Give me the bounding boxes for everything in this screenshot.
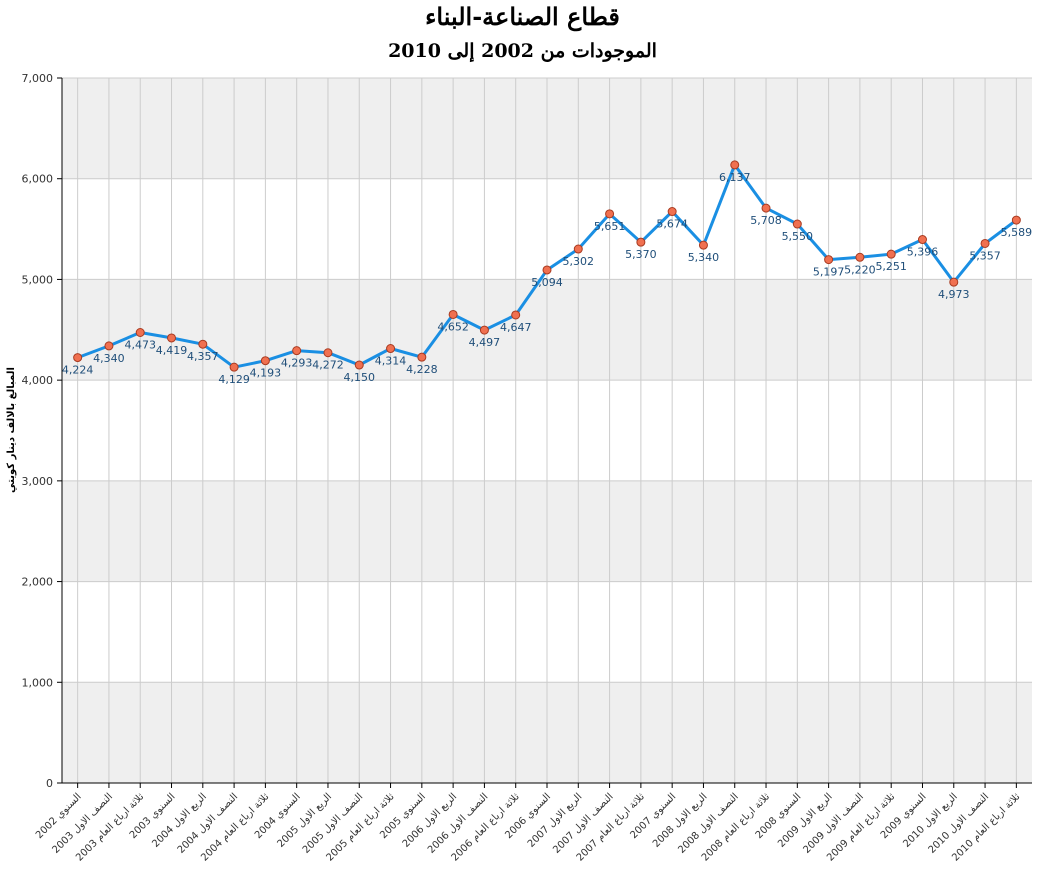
data-point — [667, 207, 677, 217]
data-label: 4,272 — [312, 359, 344, 372]
data-label: 5,302 — [563, 255, 595, 268]
chart-title: قطاع الصناعة-البناء — [425, 2, 620, 31]
data-label: 5,396 — [907, 246, 939, 259]
data-point — [855, 252, 865, 262]
x-tick-label: الربع الاول 2004 — [150, 791, 209, 850]
data-label: 4,647 — [500, 321, 532, 334]
data-point — [917, 235, 927, 245]
data-label: 4,340 — [93, 352, 125, 365]
y-tick-label: 7,000 — [22, 72, 54, 85]
data-label: 5,251 — [875, 260, 907, 273]
data-point — [949, 277, 959, 287]
data-label: 4,129 — [218, 373, 250, 386]
data-point — [167, 333, 177, 343]
y-tick-label: 6,000 — [22, 173, 54, 186]
y-tick-label: 4,000 — [22, 374, 54, 387]
data-label: 4,419 — [156, 344, 188, 357]
data-label: 5,708 — [750, 214, 782, 227]
data-point — [135, 328, 145, 338]
x-tick-label: الربع الاول 2010 — [901, 791, 960, 850]
data-point — [573, 244, 583, 254]
x-tick-label: الربع الاول 2006 — [401, 791, 460, 850]
data-label: 5,340 — [688, 251, 720, 264]
data-label: 4,150 — [344, 371, 376, 384]
x-tick-label: الربع الاول 2008 — [651, 791, 710, 850]
x-tick-label: الربع الاول 2009 — [776, 791, 835, 850]
data-point — [417, 352, 427, 362]
data-label: 5,357 — [969, 249, 1001, 262]
data-label: 4,497 — [469, 336, 501, 349]
data-point — [730, 160, 740, 170]
x-tick-label: الربع الاول 2007 — [526, 791, 585, 850]
data-label: 4,652 — [437, 320, 469, 333]
data-label: 5,197 — [813, 266, 845, 279]
y-tick-label: 0 — [46, 777, 53, 790]
data-label: 5,589 — [1001, 226, 1033, 239]
data-point — [542, 265, 552, 275]
data-label: 4,228 — [406, 363, 438, 376]
data-label: 5,370 — [625, 248, 657, 261]
y-tick-label: 3,000 — [22, 475, 54, 488]
data-point — [792, 219, 802, 229]
data-point — [323, 348, 333, 358]
data-label: 5,094 — [531, 276, 563, 289]
data-label: 4,357 — [187, 350, 219, 363]
data-label: 4,293 — [281, 357, 313, 370]
data-point — [698, 240, 708, 250]
y-tick-label: 2,000 — [22, 576, 54, 589]
data-markers — [73, 160, 1021, 372]
data-point — [198, 339, 208, 349]
y-tick-label: 1,000 — [22, 676, 54, 689]
data-label: 4,314 — [375, 355, 407, 368]
vertical-gridlines — [77, 78, 1017, 783]
data-point — [354, 360, 364, 370]
data-label: 4,973 — [938, 288, 970, 301]
data-label: 4,473 — [124, 339, 156, 352]
data-point — [636, 237, 646, 247]
data-point — [292, 346, 302, 356]
data-label: 4,224 — [62, 364, 94, 377]
data-point — [104, 341, 114, 351]
y-tick-label: 5,000 — [22, 273, 54, 286]
y-axis-label: المبالغ بالالف دينار كويتي — [6, 367, 17, 493]
data-point — [824, 255, 834, 265]
data-point — [479, 325, 489, 335]
data-label: 5,550 — [782, 230, 814, 243]
data-label: 5,674 — [656, 218, 688, 231]
data-point — [980, 238, 990, 248]
y-tick-labels: 0 1,000 2,000 3,000 4,000 5,000 6,000 7,000 — [22, 72, 54, 790]
data-label: 6,137 — [719, 171, 751, 184]
data-point — [1011, 215, 1021, 225]
x-tick-label: الربع الاول 2005 — [276, 791, 335, 850]
data-point — [605, 209, 615, 219]
chart-subtitle: الموجودات من 2002 إلى 2010 — [388, 40, 657, 62]
axes — [61, 78, 1032, 788]
data-point — [761, 203, 771, 213]
data-point — [229, 362, 239, 372]
data-point — [73, 353, 83, 363]
data-point — [386, 344, 396, 354]
data-point — [260, 356, 270, 366]
data-point — [511, 310, 521, 320]
data-point — [448, 309, 458, 319]
data-label: 5,651 — [594, 220, 626, 233]
data-label: 4,193 — [250, 367, 282, 380]
data-label: 5,220 — [844, 263, 876, 276]
data-point — [886, 249, 896, 259]
